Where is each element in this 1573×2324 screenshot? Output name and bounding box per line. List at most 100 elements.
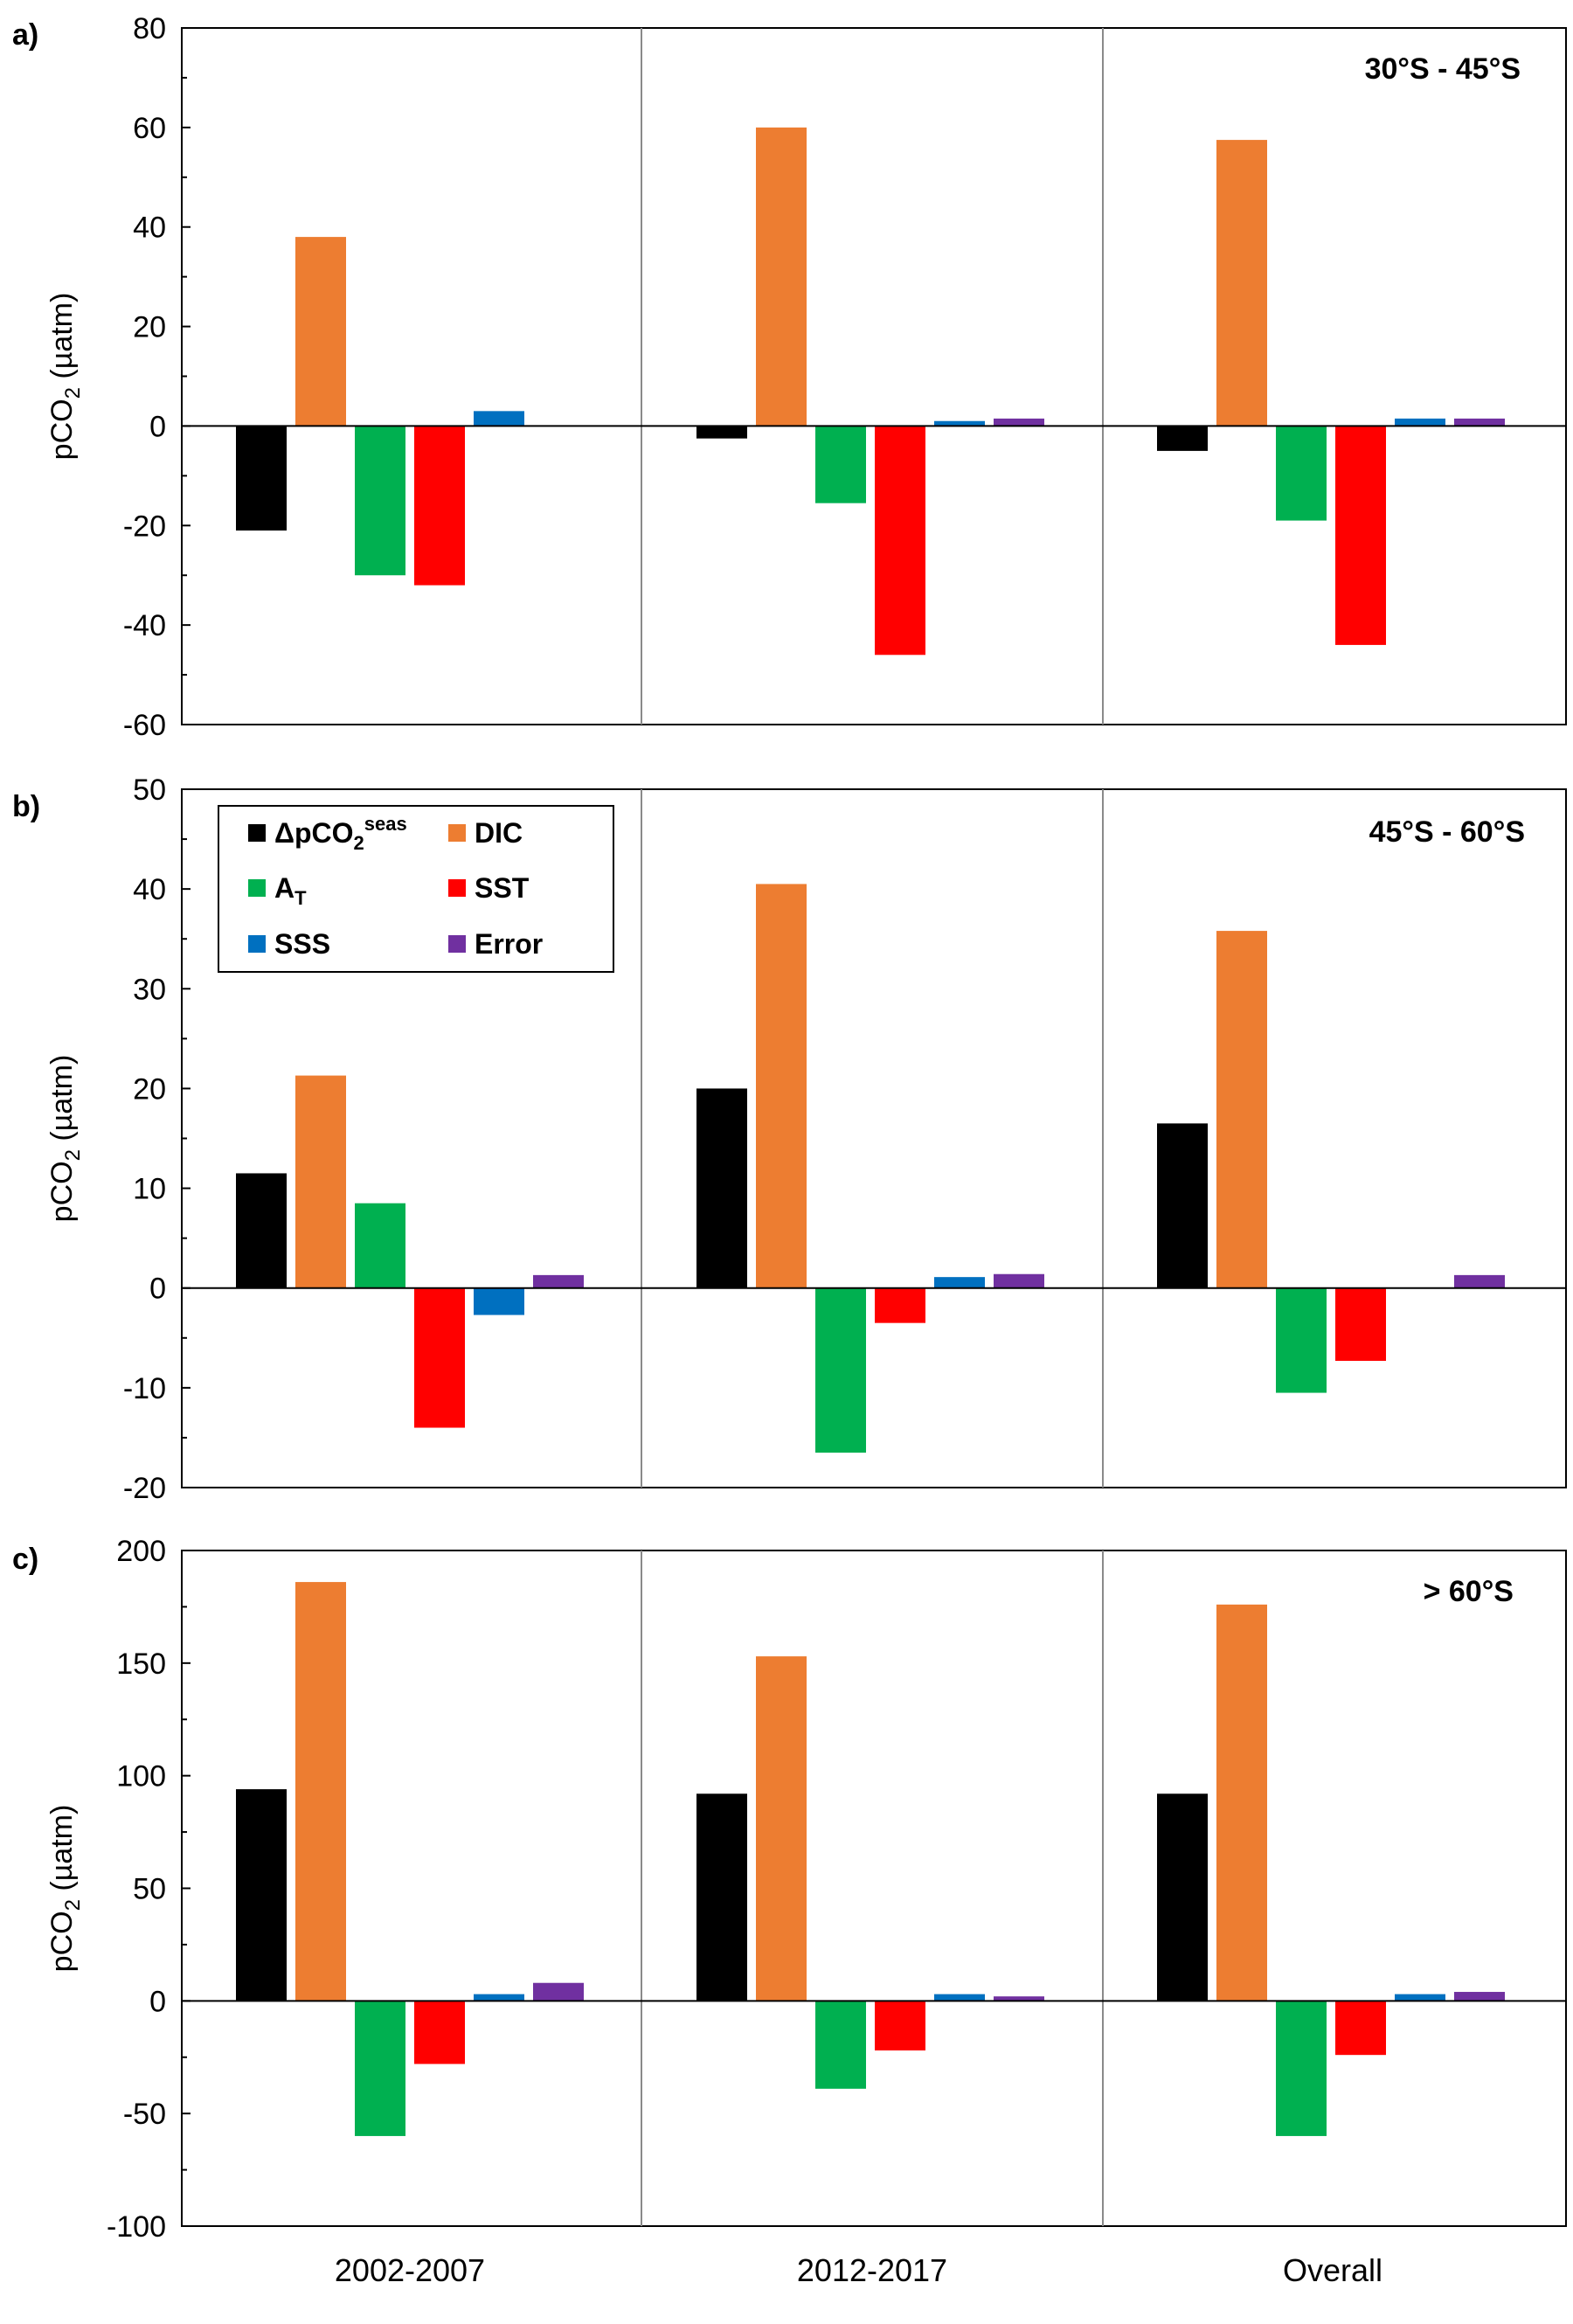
bar-pco2seas-3 — [1157, 1793, 1208, 2001]
bar-sst-3 — [1335, 426, 1386, 645]
y-tick-label: -100 — [107, 2210, 166, 2244]
bar-pco2seas-3 — [1157, 1123, 1208, 1288]
y-tick-label: 10 — [133, 1173, 166, 1206]
bar-at-3 — [1276, 426, 1327, 521]
y-tick-label: -40 — [123, 609, 166, 642]
bar-sss-3 — [1395, 418, 1445, 427]
bar-at-2 — [815, 1287, 866, 1453]
legend-box — [218, 805, 614, 973]
bar-sss-2 — [934, 420, 985, 427]
bar-sst-1 — [414, 426, 465, 586]
bar-error-2 — [994, 418, 1044, 427]
bar-error-3 — [1454, 418, 1505, 427]
bar-at-2 — [815, 426, 866, 503]
panel-1: 80 60 40 20 0 -20 -40 -60 a) 30°S - 45°S pCO2 (µat… — [12, 12, 1567, 742]
bar-sss-1 — [474, 1994, 524, 2001]
region-label: 45°S - 60°S — [1369, 815, 1525, 849]
y-tick-label: 50 — [133, 1873, 166, 1906]
x-axis-labels: 2002-2007 2012-2017 Overall — [335, 2252, 1382, 2288]
y-tick-label: 100 — [116, 1760, 166, 1793]
bar-dic-3 — [1216, 931, 1267, 1288]
bar-dic-1 — [295, 237, 346, 427]
legend-label: DIC — [475, 817, 523, 849]
x-category-label: 2012-2017 — [797, 2252, 947, 2288]
panel-label: b) — [12, 790, 40, 823]
bar-sss-1 — [474, 1287, 524, 1315]
legend-swatch — [448, 824, 466, 842]
y-axis-title: pCO2 (µatm) — [45, 293, 85, 461]
x-category-label: 2002-2007 — [335, 2252, 485, 2288]
y-tick-label: -60 — [123, 709, 166, 742]
bar-sst-3 — [1335, 2001, 1386, 2056]
legend-swatch — [448, 935, 466, 953]
legend-label: ΔpCO2seas — [274, 813, 407, 854]
legend-label: SST — [475, 872, 530, 904]
legend-swatch — [248, 879, 266, 897]
y-tick-label: 150 — [116, 1648, 166, 1681]
bar-at-2 — [815, 2001, 866, 2089]
bar-pco2seas-1 — [236, 426, 287, 531]
legend-swatch — [248, 824, 266, 842]
y-tick-label: 40 — [133, 873, 166, 906]
bar-error-3 — [1454, 1992, 1505, 2001]
bar-sss-2 — [934, 1277, 985, 1288]
y-tick-label: -10 — [123, 1372, 166, 1405]
y-axis-title: pCO2 (µatm) — [45, 1805, 85, 1973]
bar-pco2seas-3 — [1157, 426, 1208, 451]
legend-swatch — [248, 935, 266, 953]
bar-dic-2 — [756, 127, 807, 427]
bar-at-1 — [355, 2001, 405, 2136]
bar-dic-1 — [295, 1075, 346, 1288]
bar-dic-2 — [756, 1656, 807, 2001]
legend-label: Error — [475, 928, 543, 960]
bar-pco2seas-2 — [696, 426, 747, 439]
bar-dic-3 — [1216, 1604, 1267, 2001]
y-tick-label: 20 — [133, 1072, 166, 1106]
bar-dic-2 — [756, 884, 807, 1288]
y-axis-title: pCO2 (µatm) — [45, 1055, 85, 1223]
bar-sst-3 — [1335, 1287, 1386, 1362]
bar-error-2 — [994, 1996, 1044, 2001]
bar-pco2seas-2 — [696, 1088, 747, 1288]
bar-sst-2 — [875, 426, 925, 656]
bar-sss-2 — [934, 1994, 985, 2001]
bar-dic-1 — [295, 1582, 346, 2001]
bar-sss-1 — [474, 411, 524, 427]
panel-3: 200 150 100 50 0 -50 -100 c) > 60°S pCO2 (µatm) — [12, 1535, 1567, 2244]
y-tick-label: 30 — [133, 973, 166, 1006]
bar-at-1 — [355, 1203, 405, 1288]
y-tick-label: 0 — [149, 1985, 166, 2018]
bar-error-2 — [994, 1273, 1044, 1288]
legend-label: AT — [274, 872, 307, 909]
y-tick-label: -20 — [123, 1472, 166, 1505]
bar-at-3 — [1276, 2001, 1327, 2136]
bar-sst-1 — [414, 2001, 465, 2064]
panel-2: 50 40 30 20 10 0 -10 -20 b) 45°S - 60°S pCO2 (µatm… — [12, 774, 1567, 1505]
legend-label: SSS — [274, 928, 330, 960]
x-category-label: Overall — [1283, 2252, 1382, 2288]
bar-error-3 — [1454, 1274, 1505, 1288]
y-tick-label: 0 — [149, 410, 166, 443]
bar-sst-1 — [414, 1287, 465, 1428]
bar-error-1 — [533, 1982, 584, 2001]
bar-pco2seas-1 — [236, 1173, 287, 1288]
panel-label: c) — [12, 1543, 38, 1576]
y-tick-label: 200 — [116, 1535, 166, 1568]
bar-pco2seas-2 — [696, 1793, 747, 2001]
y-tick-label: -20 — [123, 510, 166, 543]
bar-sst-2 — [875, 1287, 925, 1323]
region-label: 30°S - 45°S — [1365, 52, 1521, 86]
bar-dic-3 — [1216, 140, 1267, 427]
y-tick-label: 20 — [133, 311, 166, 344]
legend-swatch — [448, 879, 466, 897]
region-label: > 60°S — [1424, 1575, 1514, 1608]
y-tick-label: 40 — [133, 212, 166, 245]
bar-at-3 — [1276, 1287, 1327, 1393]
y-tick-label: 80 — [133, 12, 166, 45]
bar-at-1 — [355, 426, 405, 576]
bar-error-1 — [533, 1274, 584, 1288]
y-tick-label: -50 — [123, 2098, 166, 2131]
y-tick-label: 0 — [149, 1273, 166, 1306]
